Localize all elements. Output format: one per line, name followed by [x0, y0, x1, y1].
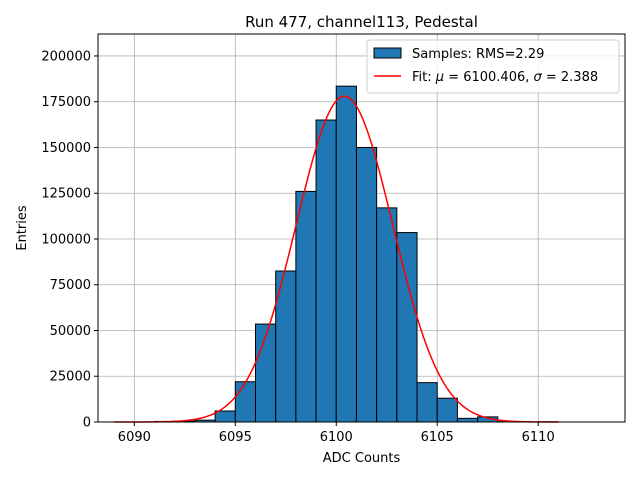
histogram-bar — [456, 417, 479, 423]
histogram-bar — [416, 382, 438, 423]
legend: Samples: RMS=2.29 Fit: μ = 6100.406, σ =… — [366, 39, 620, 94]
x-tick-label: 6090 — [118, 430, 151, 445]
x-tick-label: 6110 — [522, 430, 555, 445]
y-tick-label: 25000 — [50, 370, 91, 385]
x-tick-label: 6095 — [219, 430, 252, 445]
y-tick-label: 75000 — [50, 278, 91, 293]
histogram-bar — [396, 232, 418, 423]
histogram-bar — [214, 410, 236, 423]
x-axis-label: ADC Counts — [323, 451, 401, 466]
chart-title: Run 477, channel113, Pedestal — [245, 13, 478, 31]
y-tick-label: 150000 — [41, 141, 91, 156]
x-tick-label: 6105 — [421, 430, 454, 445]
x-tick-label: 6100 — [320, 430, 353, 445]
legend-box — [366, 39, 620, 94]
histogram-bar — [315, 119, 337, 423]
histogram-bar — [234, 381, 256, 423]
y-axis-label: Entries — [15, 205, 30, 251]
plot-frame — [97, 33, 626, 423]
legend-samples-label: Samples: RMS=2.29 — [412, 47, 544, 62]
fit-curve — [114, 95, 559, 423]
y-tick-label: 175000 — [41, 95, 91, 110]
histogram-bar — [376, 207, 398, 423]
legend-fit-label: Fit: μ = 6100.406, σ = 2.388 — [412, 70, 598, 85]
y-tick-label: 0 — [83, 416, 91, 431]
y-tick-label: 50000 — [50, 324, 91, 339]
histogram-bars — [154, 85, 559, 423]
legend-samples-swatch — [373, 47, 402, 59]
y-tick-label: 100000 — [41, 232, 91, 247]
axis-ticks: 6090 6095 6100 6105 6110 0 25000 50000 75000 1000… — [41, 49, 554, 445]
y-tick-label: 200000 — [41, 49, 91, 64]
histogram-bar — [295, 190, 317, 423]
histogram-bar — [355, 146, 378, 423]
histogram-bar — [436, 397, 458, 423]
histogram-bar — [335, 85, 357, 423]
y-tick-label: 125000 — [41, 187, 91, 202]
